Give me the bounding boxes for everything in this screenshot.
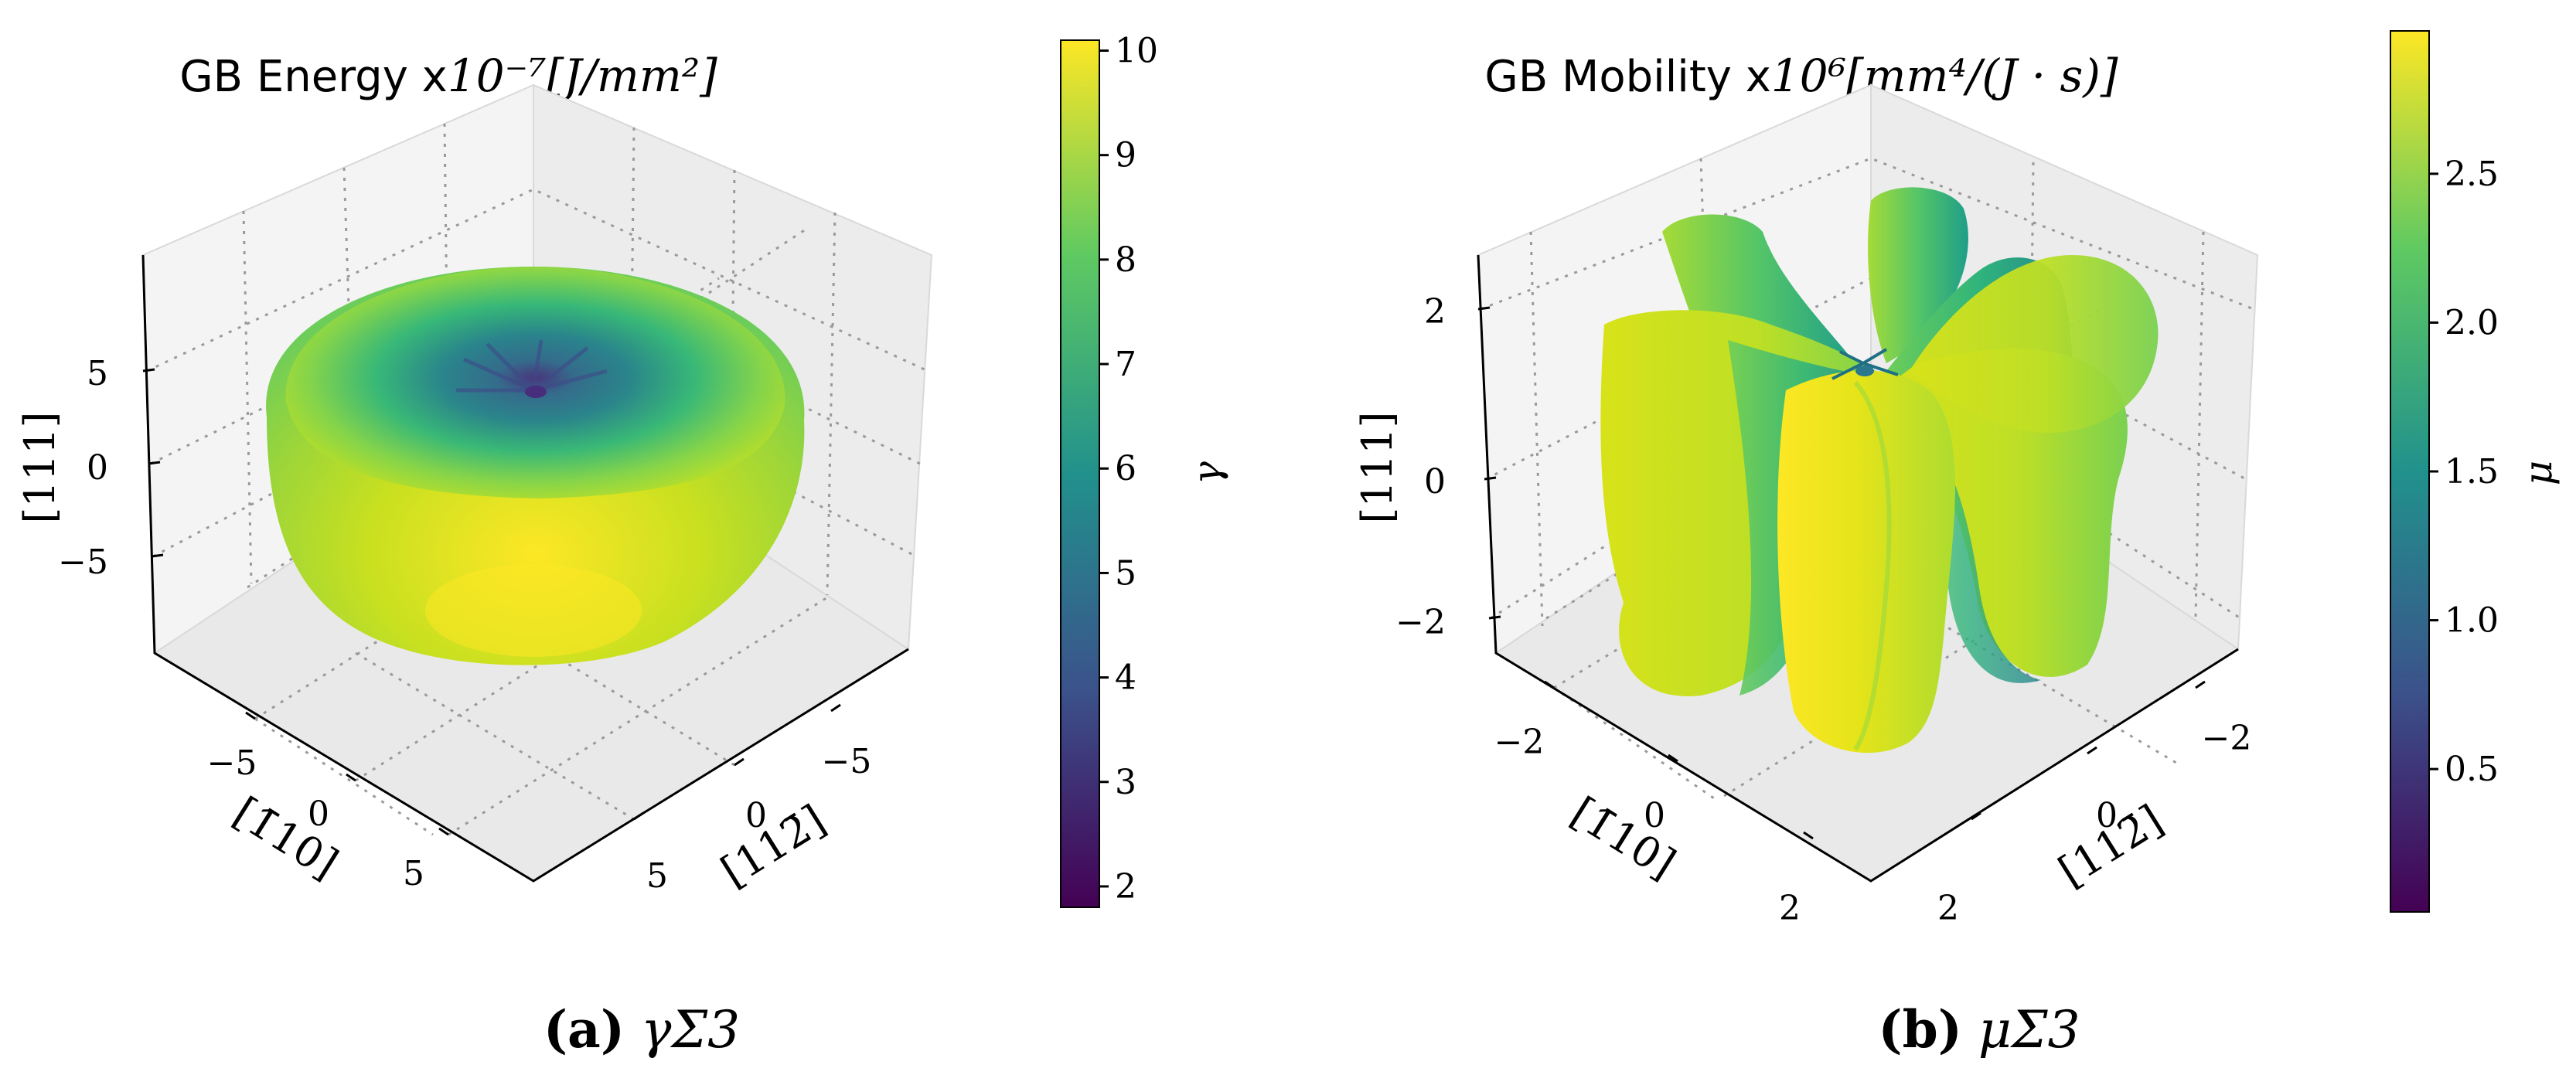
mobility-z-ticks: 2 0 −2	[1395, 292, 1446, 642]
mobility-z-label: [111]	[1353, 411, 1402, 523]
energy-z-label: [111]	[15, 411, 64, 523]
mobility-x-tick: 0	[1644, 796, 1665, 835]
mobility-colorbar-tick-label: 2.0	[2445, 303, 2499, 342]
energy-colorbar-tick-label: 7	[1115, 345, 1136, 384]
energy-colorbar-bar	[1060, 39, 1100, 908]
energy-title: GB Energy x10⁻⁷[J/mm²]	[179, 49, 717, 102]
mobility-colorbar-tick-label: 0.5	[2445, 750, 2499, 789]
panel-mobility: GB Mobility x10⁶[mm⁴/(J · s)]	[1353, 30, 2561, 1060]
energy-colorbar-tick-label: 9	[1115, 136, 1136, 175]
energy-colorbar-tick-label: 6	[1115, 449, 1136, 488]
mobility-z-tick: 0	[1424, 462, 1446, 502]
energy-x-tick: −5	[207, 743, 257, 783]
energy-x-ticks: −5 0 5	[207, 743, 424, 893]
energy-y-tick: 5	[646, 856, 668, 896]
mobility-colorbar-tick-label: 1.0	[2445, 601, 2499, 641]
energy-z-ticks: 5 0 −5	[58, 354, 108, 582]
energy-y-label: [112̄]	[713, 795, 834, 896]
energy-colorbar-tick-label: 3	[1115, 763, 1136, 802]
energy-z-tick: 5	[87, 354, 108, 393]
energy-colorbar-label: γ	[1184, 461, 1229, 485]
energy-colorbar-tick-label: 10	[1115, 32, 1158, 71]
mobility-y-tick: −2	[2202, 719, 2252, 758]
mobility-colorbar: 0.5 1.0 1.5 2.0 2.5 μ	[2390, 30, 2561, 913]
energy-colorbar-tick-label: 2	[1115, 867, 1136, 907]
mobility-colorbar-label: μ	[2516, 461, 2561, 486]
energy-colorbar-tick-label: 8	[1115, 240, 1136, 280]
mobility-y-tick: 2	[1937, 889, 1959, 928]
mobility-caption: (b) μΣ3	[1878, 999, 2080, 1060]
mobility-x-tick: 2	[1779, 889, 1801, 928]
energy-y-tick: −5	[822, 742, 872, 781]
energy-x-tick: 0	[308, 794, 329, 834]
mobility-z-tick: −2	[1395, 603, 1446, 642]
energy-colorbar-ticks: 2 3 4 5 6 7 8 9 10	[1099, 32, 1158, 907]
energy-y-tick: 0	[745, 796, 767, 835]
mobility-y-tick: 0	[2096, 796, 2118, 835]
energy-y-ticks: −5 0 5	[646, 742, 871, 896]
energy-colorbar-tick-label: 4	[1115, 658, 1136, 698]
mobility-x-ticks: −2 0 2	[1494, 723, 1801, 928]
energy-z-ticks-marks	[142, 368, 164, 558]
panel-energy: GB Energy x10⁻⁷[J/mm²] 5	[15, 32, 1229, 1060]
energy-colorbar-tick-label: 5	[1115, 553, 1136, 593]
mobility-z-tick: 2	[1424, 292, 1446, 332]
mobility-colorbar-tick-label: 2.5	[2445, 155, 2499, 194]
energy-colorbar: 2 3 4 5 6 7 8 9 10 γ	[1060, 32, 1229, 908]
energy-surface	[266, 267, 805, 665]
mobility-x-tick: −2	[1494, 723, 1545, 762]
energy-caption: (a) γΣ3	[543, 999, 740, 1060]
mobility-colorbar-ticks: 0.5 1.0 1.5 2.0 2.5	[2429, 155, 2499, 789]
mobility-title: GB Mobility x10⁶[mm⁴/(J · s)]	[1484, 49, 2118, 102]
energy-z-tick: −5	[58, 543, 108, 582]
mobility-colorbar-tick-label: 1.5	[2445, 452, 2499, 492]
mobility-colorbar-bar	[2390, 30, 2430, 913]
energy-x-tick: 5	[403, 854, 424, 893]
mobility-y-ticks: −2 0 2	[1937, 719, 2251, 928]
mobility-surface	[1600, 187, 2159, 754]
mobility-x-label: [1̄10]	[1563, 788, 1685, 888]
energy-z-tick: 0	[87, 448, 108, 488]
